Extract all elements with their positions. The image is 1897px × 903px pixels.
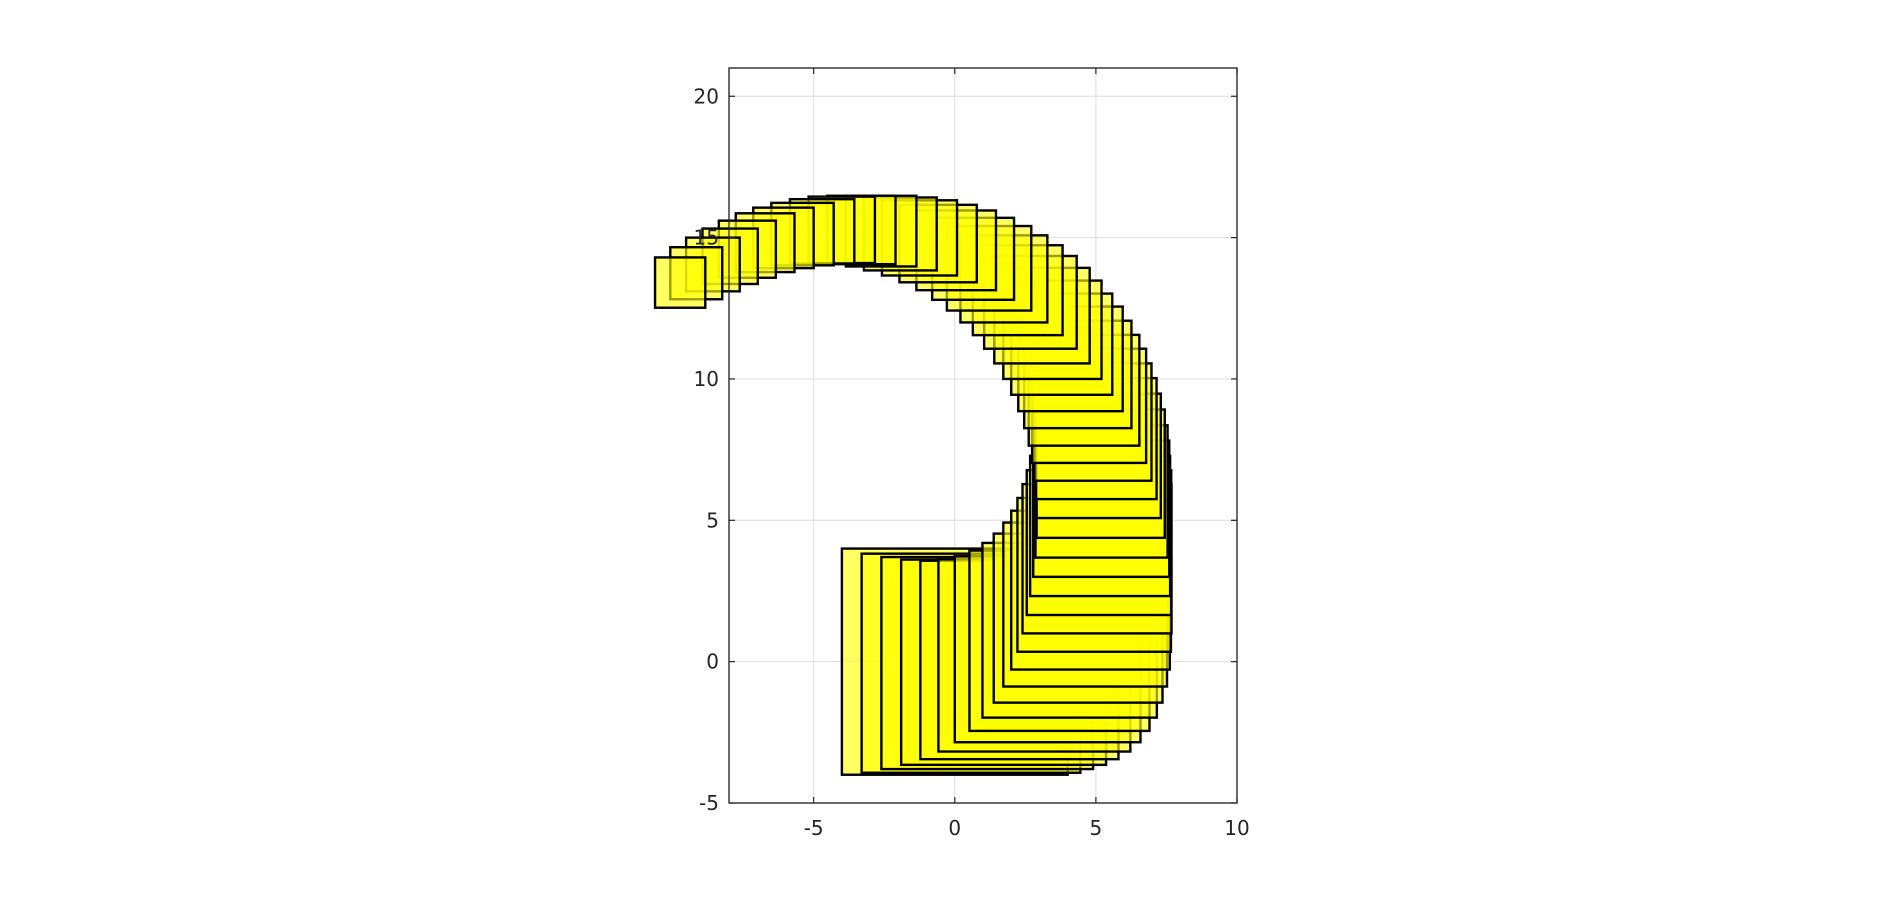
y-tick-label: 20 [694,84,719,108]
y-tick-label: 5 [706,508,719,532]
x-tick-label: 10 [1224,816,1249,840]
x-tick-label: -5 [804,816,824,840]
plot-area: -5 0 5 10 -5 0 5 10 15 20 [653,67,1250,840]
y-tick-labels: -5 0 5 10 15 20 [694,84,719,815]
y-tick-label: 0 [706,650,719,674]
x-tick-label: 5 [1090,816,1103,840]
tick-marks [729,68,1238,804]
y-tick-label: -5 [699,791,719,815]
data-squares [653,194,1173,776]
data-square [653,256,707,309]
x-tick-label: 0 [948,816,961,840]
axes-frame [728,67,1238,804]
x-tick-labels: -5 0 5 10 [804,816,1250,840]
y-tick-label: 15 [694,226,719,250]
y-tick-label: 10 [694,367,719,391]
